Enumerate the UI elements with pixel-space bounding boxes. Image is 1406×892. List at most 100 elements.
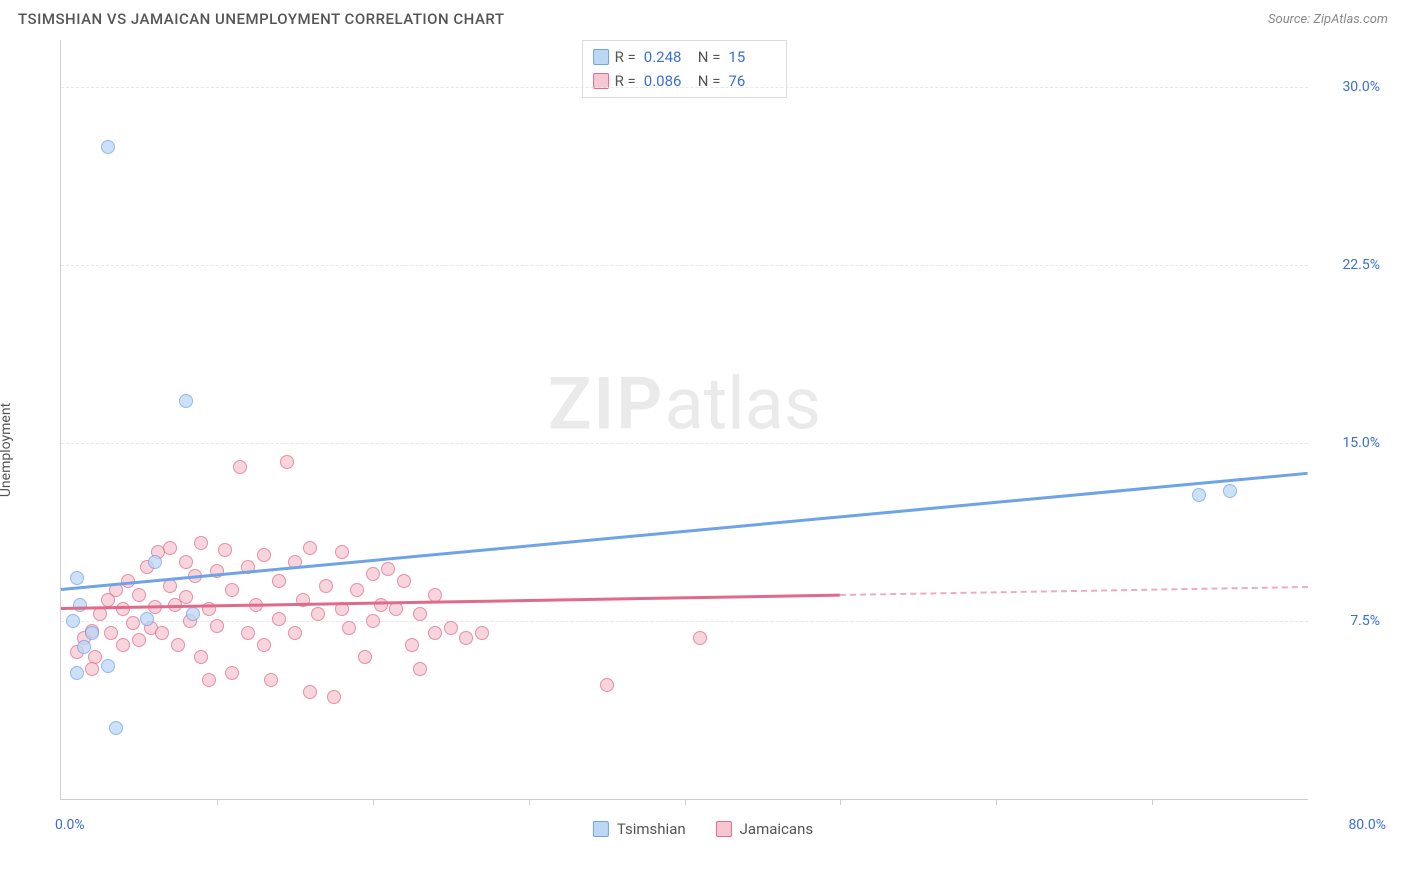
data-point — [459, 631, 473, 645]
data-point — [70, 666, 84, 680]
data-point — [413, 662, 427, 676]
data-point — [85, 626, 99, 640]
data-point — [381, 562, 395, 576]
y-tick-label: 22.5% — [1316, 257, 1380, 273]
data-point — [104, 626, 118, 640]
data-point — [366, 614, 380, 628]
data-point — [303, 685, 317, 699]
x-tick — [529, 799, 530, 805]
legend-swatch-jamaicans — [716, 821, 732, 837]
gridline — [61, 87, 1308, 88]
data-point — [126, 616, 140, 630]
data-point — [66, 614, 80, 628]
data-point — [288, 626, 302, 640]
y-tick-label: 30.0% — [1316, 79, 1380, 95]
data-point — [428, 626, 442, 640]
x-tick — [373, 799, 374, 805]
data-point — [319, 579, 333, 593]
plot-region: ZIPatlas R = 0.248 N = 15 R = 0.086 N = … — [60, 40, 1308, 800]
r-value-tsimshian: 0.248 — [644, 48, 692, 66]
data-point — [179, 590, 193, 604]
data-point — [109, 721, 123, 735]
y-tick-label: 7.5% — [1316, 613, 1380, 629]
legend-item-tsimshian: Tsimshian — [593, 820, 686, 838]
data-point — [693, 631, 707, 645]
x-tick — [840, 799, 841, 805]
chart-header: TSIMSHIAN VS JAMAICAN UNEMPLOYMENT CORRE… — [0, 0, 1406, 34]
data-point — [186, 607, 200, 621]
data-point — [397, 574, 411, 588]
gridline — [61, 265, 1308, 266]
data-point — [101, 140, 115, 154]
data-point — [272, 574, 286, 588]
legend-label-tsimshian: Tsimshian — [617, 820, 686, 838]
data-point — [179, 555, 193, 569]
legend-item-jamaicans: Jamaicans — [716, 820, 813, 838]
data-point — [280, 455, 294, 469]
data-point — [155, 626, 169, 640]
data-point — [1223, 484, 1237, 498]
data-point — [202, 673, 216, 687]
watermark: ZIPatlas — [548, 362, 821, 447]
data-point — [140, 612, 154, 626]
x-tick — [1152, 799, 1153, 805]
source-attribution: Source: ZipAtlas.com — [1268, 12, 1388, 27]
data-point — [413, 607, 427, 621]
data-point — [179, 394, 193, 408]
data-point — [132, 588, 146, 602]
data-point — [101, 659, 115, 673]
data-point — [600, 678, 614, 692]
gridline — [61, 443, 1308, 444]
data-point — [272, 612, 286, 626]
data-point — [342, 621, 356, 635]
data-point — [210, 619, 224, 633]
x-min-label: 0.0% — [55, 817, 85, 833]
stats-row-jamaicans: R = 0.086 N = 76 — [593, 69, 777, 93]
data-point — [264, 673, 278, 687]
data-point — [1192, 488, 1206, 502]
data-point — [311, 607, 325, 621]
data-point — [225, 583, 239, 597]
trend-line — [840, 586, 1308, 596]
data-point — [163, 541, 177, 555]
y-axis-label: Unemployment — [0, 403, 14, 497]
y-tick-label: 15.0% — [1316, 435, 1380, 451]
chart-area: Unemployment ZIPatlas R = 0.248 N = 15 R… — [18, 40, 1388, 860]
legend-label-jamaicans: Jamaicans — [740, 820, 813, 838]
n-value-tsimshian: 15 — [728, 48, 776, 66]
chart-title: TSIMSHIAN VS JAMAICAN UNEMPLOYMENT CORRE… — [18, 10, 504, 28]
data-point — [194, 536, 208, 550]
swatch-tsimshian — [593, 49, 609, 65]
data-point — [85, 662, 99, 676]
data-point — [171, 638, 185, 652]
data-point — [241, 626, 255, 640]
x-tick — [217, 799, 218, 805]
data-point — [303, 541, 317, 555]
data-point — [475, 626, 489, 640]
data-point — [116, 638, 130, 652]
data-point — [335, 545, 349, 559]
x-tick — [996, 799, 997, 805]
data-point — [405, 638, 419, 652]
stats-row-tsimshian: R = 0.248 N = 15 — [593, 45, 777, 69]
data-point — [77, 640, 91, 654]
series-legend: Tsimshian Jamaicans — [593, 820, 813, 838]
data-point — [358, 650, 372, 664]
x-max-label: 80.0% — [1348, 817, 1386, 833]
data-point — [327, 690, 341, 704]
data-point — [350, 583, 364, 597]
data-point — [218, 543, 232, 557]
data-point — [70, 571, 84, 585]
data-point — [116, 602, 130, 616]
stats-legend: R = 0.248 N = 15 R = 0.086 N = 76 — [582, 40, 788, 98]
data-point — [148, 555, 162, 569]
data-point — [194, 650, 208, 664]
watermark-zip: ZIP — [548, 362, 664, 447]
n-label: N = — [698, 48, 721, 66]
r-label: R = — [615, 48, 636, 66]
data-point — [444, 621, 458, 635]
data-point — [225, 666, 239, 680]
legend-swatch-tsimshian — [593, 821, 609, 837]
x-tick — [685, 799, 686, 805]
data-point — [257, 638, 271, 652]
